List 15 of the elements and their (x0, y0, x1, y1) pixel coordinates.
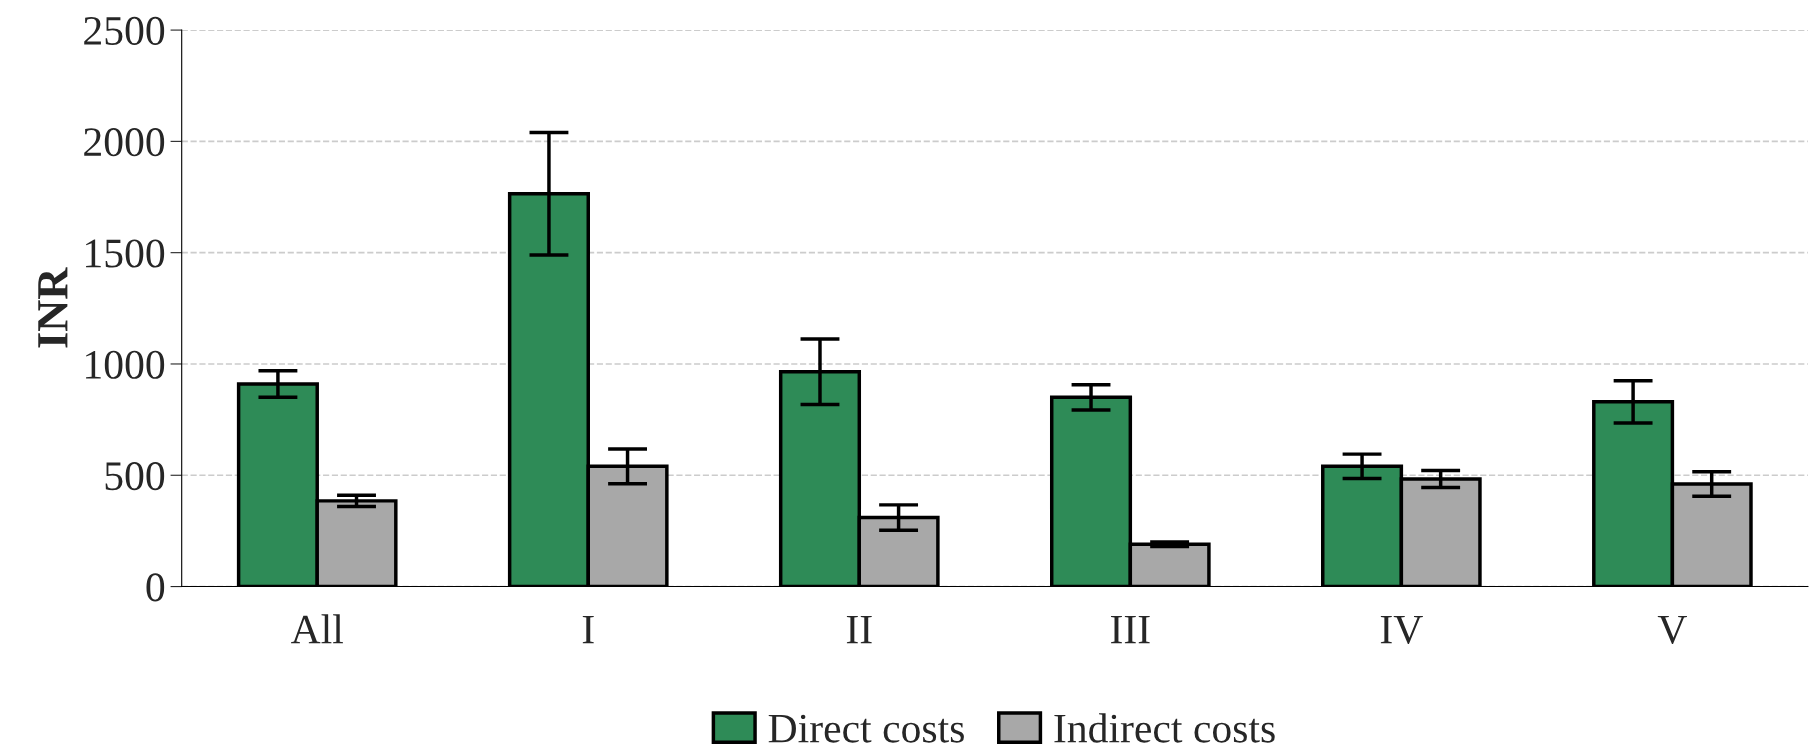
y-axis-title: INR (38, 267, 68, 348)
x-tick-label: II (846, 615, 872, 644)
y-tick-label: 1000 (86, 350, 165, 379)
y-tick-label: 500 (105, 462, 165, 491)
x-tick-label: V (1657, 615, 1687, 644)
x-tick-label: III (1111, 615, 1150, 644)
y-tick-label: 1500 (86, 239, 165, 268)
x-tick-label: IV (1380, 615, 1423, 644)
x-tick-label: I (582, 615, 594, 644)
y-tick-label: 2000 (84, 128, 165, 157)
x-tick-label: All (291, 614, 344, 644)
legend-label: Indirect costs (1054, 713, 1275, 743)
legend-label: Direct costs (768, 714, 964, 743)
y-tick-label: 2500 (84, 16, 165, 45)
y-tick-label: 0 (146, 573, 165, 602)
